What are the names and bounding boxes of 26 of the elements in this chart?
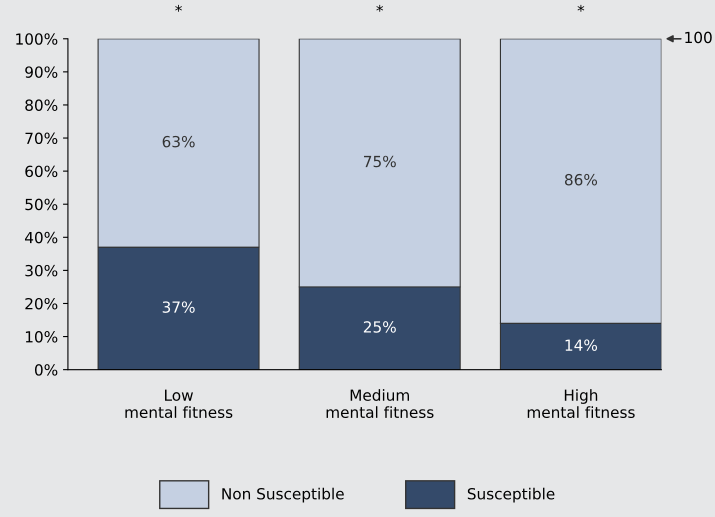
annotation: * <box>175 4 182 12</box>
y-tick-label: 50% <box>25 198 58 210</box>
x-tick-label: High mental fitness <box>528 389 635 418</box>
y-tick-label: 20% <box>25 298 58 310</box>
y-tick-label: 90% <box>25 66 58 78</box>
data-label: 86% <box>564 174 598 186</box>
text: 100 <box>685 32 712 44</box>
y-tick-label: 10% <box>26 331 58 343</box>
y-tick-label: 40% <box>24 232 58 244</box>
y-tick-label: 70% <box>26 132 58 144</box>
data-label: 37% <box>162 301 195 313</box>
y-tick-label: 80% <box>25 99 58 111</box>
y-tick-label: 0% <box>34 364 58 376</box>
data-label: 25% <box>364 321 396 333</box>
data-label: 63% <box>162 136 195 148</box>
x-tick-label: Low mental fitness <box>125 390 232 418</box>
x-tick-label: Medium mental fitness <box>326 389 434 418</box>
y-tick-label: 60% <box>25 166 58 178</box>
y-tick-label: 30% <box>25 264 58 276</box>
annotation: * <box>578 4 584 12</box>
legend-label: Non Susceptible <box>222 488 344 503</box>
annotation: * <box>376 4 384 12</box>
legend-label: Susceptible <box>468 488 554 503</box>
data-label: 75% <box>364 156 396 168</box>
y-tick-label: 100% <box>16 33 58 45</box>
data-label: 14% <box>566 339 598 351</box>
